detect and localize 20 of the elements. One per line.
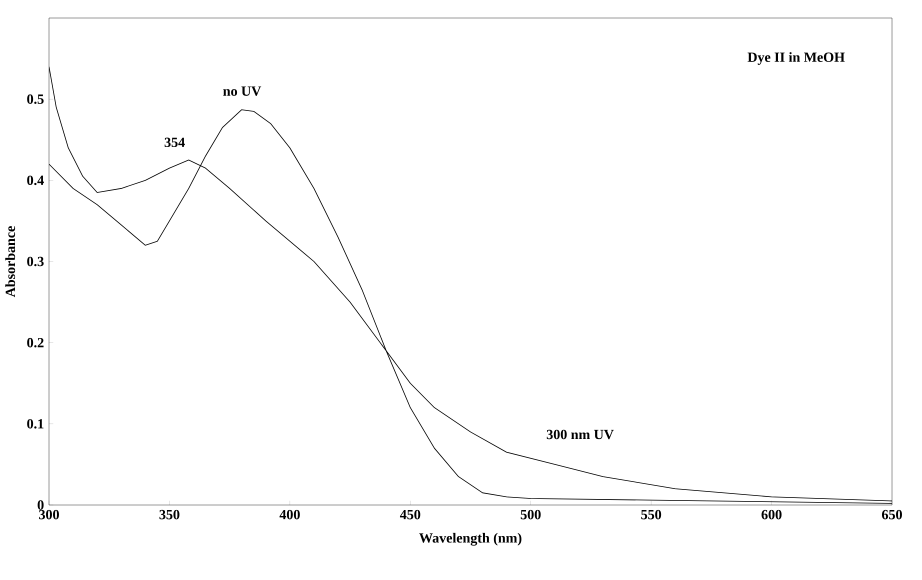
x-axis-title: Wavelength (nm) (419, 532, 522, 546)
annotation: 354 (164, 138, 185, 148)
x-tick-label: 500 (520, 510, 541, 520)
y-tick-label: 0 (38, 500, 44, 510)
x-tick-label: 650 (882, 510, 902, 520)
x-tick-label: 350 (159, 510, 180, 520)
annotation: Dye II in MeOH (748, 52, 845, 65)
annotation: no UV (223, 86, 262, 96)
x-tick-label: 450 (400, 510, 420, 520)
y-axis-title: Absorbance (5, 226, 16, 298)
x-tick-label: 400 (280, 510, 300, 520)
y-tick-label: 0.5 (27, 94, 44, 104)
y-tick-label: 0.2 (27, 338, 44, 348)
annotation: 300 nm UV (546, 430, 614, 440)
x-tick-label: 550 (641, 510, 662, 520)
y-tick-label: 0.4 (27, 176, 44, 186)
y-tick-label: 0.1 (27, 419, 44, 429)
x-tick-label: 600 (762, 510, 782, 520)
y-tick-label: 0.3 (27, 256, 44, 266)
x-tick-label: 300 (39, 510, 59, 520)
